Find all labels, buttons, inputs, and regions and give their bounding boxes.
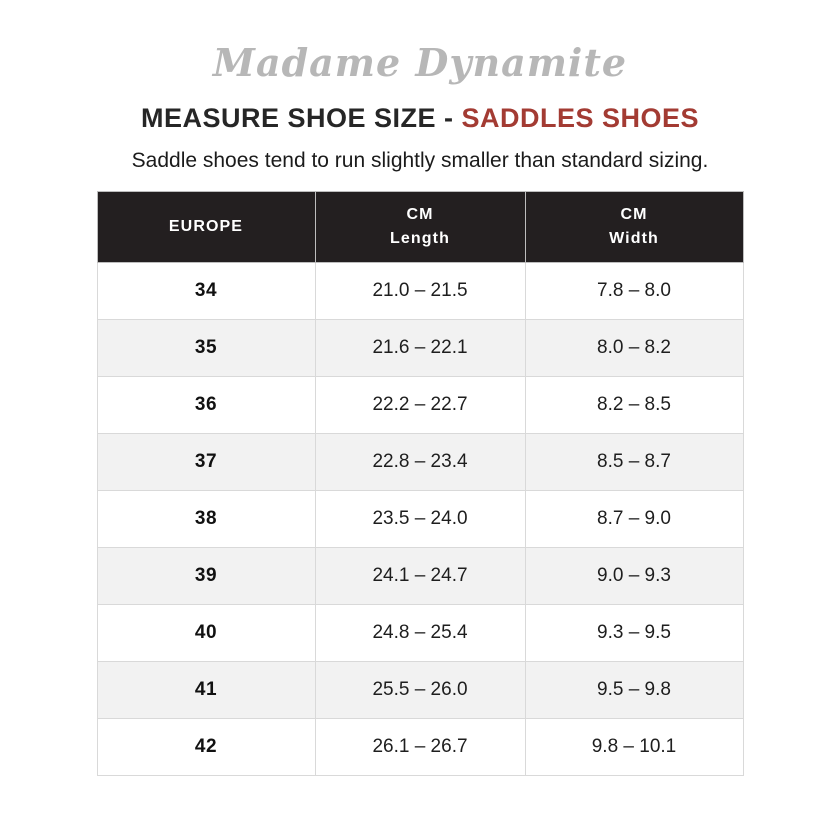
- size-eu-cell: 38: [96, 489, 316, 548]
- page-title-highlight: SADDLES SHOES: [461, 102, 700, 133]
- table-row: 34 21.0 – 21.5 7.8 – 8.0: [96, 261, 744, 320]
- cm-length-cell: 24.1 – 24.7: [314, 546, 526, 605]
- cm-length-cell: 22.2 – 22.7: [314, 375, 526, 434]
- page-title-main: MEASURE SHOE SIZE -: [140, 102, 462, 133]
- table-row: 41 25.5 – 26.0 9.5 – 9.8: [96, 660, 744, 719]
- table-row: 42 26.1 – 26.7 9.8 – 10.1: [96, 717, 744, 776]
- table-row: 37 22.8 – 23.4 8.5 – 8.7: [96, 432, 744, 491]
- size-eu-cell: 40: [96, 603, 316, 662]
- page-title: MEASURE SHOE SIZE - SADDLES SHOES: [0, 103, 840, 134]
- size-eu-cell: 35: [96, 318, 316, 377]
- col-header-europe: EUROPE: [96, 190, 316, 263]
- size-table-body: 34 21.0 – 21.5 7.8 – 8.0 35 21.6 – 22.1 8.0 –…: [96, 261, 744, 776]
- cm-length-cell: 24.8 – 25.4: [314, 603, 526, 662]
- cm-width-cell: 8.2 – 8.5: [524, 375, 744, 434]
- table-header: EUROPE CM Length CM Width: [96, 190, 744, 263]
- size-eu-cell: 36: [96, 375, 316, 434]
- size-eu-cell: 41: [96, 660, 316, 719]
- cm-length-cell: 21.0 – 21.5: [314, 261, 526, 320]
- cm-length-cell: 23.5 – 24.0: [314, 489, 526, 548]
- brand-logo: Madame Dynamite: [212, 40, 628, 85]
- cm-width-cell: 8.0 – 8.2: [524, 318, 744, 377]
- table-row: 40 24.8 – 25.4 9.3 – 9.5: [96, 603, 744, 662]
- table-row: 36 22.2 – 22.7 8.2 – 8.5: [96, 375, 744, 434]
- sizing-note: Saddle shoes tend to run slightly smalle…: [131, 148, 709, 172]
- cm-width-cell: 9.0 – 9.3: [524, 546, 744, 605]
- cm-width-cell: 9.5 – 9.8: [524, 660, 744, 719]
- table-row: 39 24.1 – 24.7 9.0 – 9.3: [96, 546, 744, 605]
- table-row: 35 21.6 – 22.1 8.0 – 8.2: [96, 318, 744, 377]
- cm-length-cell: 25.5 – 26.0: [314, 660, 526, 719]
- cm-length-cell: 26.1 – 26.7: [314, 717, 526, 776]
- size-chart-table: EUROPE CM Length CM Width 34 21.0 – 21.5 7.8…: [96, 190, 744, 776]
- col-header-cm-length: CM Length: [314, 190, 526, 263]
- cm-width-cell: 7.8 – 8.0: [524, 261, 744, 320]
- table-row: 38 23.5 – 24.0 8.7 – 9.0: [96, 489, 744, 548]
- table-header-row: EUROPE CM Length CM Width: [96, 190, 744, 263]
- size-eu-cell: 37: [96, 432, 316, 491]
- cm-width-cell: 9.3 – 9.5: [524, 603, 744, 662]
- cm-width-cell: 8.7 – 9.0: [524, 489, 744, 548]
- cm-width-cell: 9.8 – 10.1: [524, 717, 744, 776]
- size-eu-cell: 39: [96, 546, 316, 605]
- size-eu-cell: 42: [96, 717, 316, 776]
- col-header-cm-width: CM Width: [524, 190, 744, 263]
- cm-length-cell: 22.8 – 23.4: [314, 432, 526, 491]
- cm-width-cell: 8.5 – 8.7: [524, 432, 744, 491]
- size-eu-cell: 34: [96, 261, 316, 320]
- cm-length-cell: 21.6 – 22.1: [314, 318, 526, 377]
- size-chart-page: Madame Dynamite MEASURE SHOE SIZE - SADD…: [0, 40, 840, 776]
